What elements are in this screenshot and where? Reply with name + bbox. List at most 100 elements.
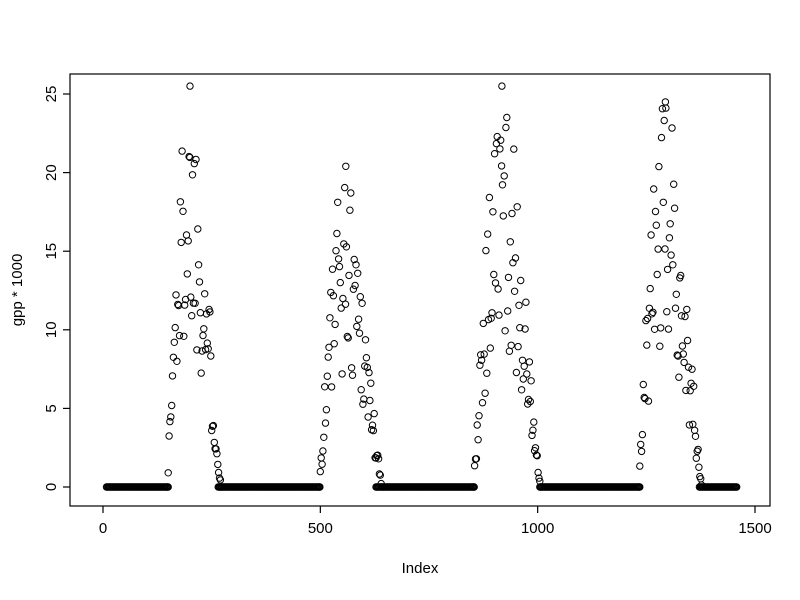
data-point bbox=[487, 314, 495, 322]
data-point bbox=[497, 162, 506, 170]
data-point bbox=[165, 432, 173, 440]
data-point bbox=[653, 270, 661, 279]
data-point bbox=[191, 299, 199, 307]
data-point bbox=[691, 432, 700, 440]
data-point bbox=[532, 451, 541, 459]
data-point bbox=[635, 483, 643, 491]
data-point bbox=[353, 322, 361, 331]
data-point bbox=[184, 237, 192, 245]
data-point bbox=[663, 308, 671, 316]
data-point bbox=[529, 426, 537, 434]
data-point bbox=[654, 245, 662, 253]
data-point bbox=[510, 287, 519, 295]
data-point bbox=[214, 468, 223, 477]
data-point bbox=[647, 231, 655, 239]
data-point bbox=[495, 311, 503, 319]
data-point bbox=[341, 183, 349, 192]
data-point bbox=[483, 369, 491, 377]
data-point bbox=[694, 445, 702, 454]
data-point bbox=[330, 340, 338, 348]
data-point bbox=[644, 397, 653, 405]
data-point bbox=[661, 245, 669, 253]
data-point bbox=[522, 298, 530, 306]
data-point bbox=[657, 324, 665, 332]
x-tick-label: 500 bbox=[308, 520, 333, 537]
data-point bbox=[212, 445, 220, 453]
data-point bbox=[367, 379, 375, 387]
data-point bbox=[534, 468, 542, 477]
data-point bbox=[351, 281, 359, 290]
y-axis-label: gpp * 1000 bbox=[9, 254, 26, 327]
data-point bbox=[530, 418, 538, 426]
data-point bbox=[490, 150, 499, 158]
data-point bbox=[496, 145, 504, 153]
data-point bbox=[506, 238, 514, 246]
data-point bbox=[502, 123, 510, 132]
data-point bbox=[670, 180, 678, 188]
data-point bbox=[642, 316, 650, 325]
data-point bbox=[533, 452, 541, 460]
data-point bbox=[521, 325, 529, 333]
data-point bbox=[216, 476, 225, 484]
data-point bbox=[659, 198, 667, 207]
data-point bbox=[324, 353, 332, 361]
data-point bbox=[652, 221, 660, 229]
data-point bbox=[350, 255, 358, 264]
data-point bbox=[329, 292, 338, 300]
data-point bbox=[637, 440, 645, 449]
data-point bbox=[501, 327, 509, 335]
data-point bbox=[475, 412, 483, 420]
data-point bbox=[321, 383, 329, 391]
data-point bbox=[342, 162, 350, 171]
data-point bbox=[677, 312, 686, 320]
data-point bbox=[334, 198, 342, 207]
data-point bbox=[166, 417, 174, 426]
data-point bbox=[364, 413, 372, 421]
data-point bbox=[494, 285, 502, 293]
data-point bbox=[535, 474, 543, 482]
data-point bbox=[358, 299, 366, 307]
data-point bbox=[640, 393, 648, 402]
data-point bbox=[681, 312, 689, 321]
data-point bbox=[489, 208, 497, 216]
data-point bbox=[197, 369, 205, 377]
data-point bbox=[493, 132, 501, 141]
x-tick-label: 1500 bbox=[738, 520, 771, 537]
data-point bbox=[368, 421, 377, 429]
data-point bbox=[498, 82, 506, 90]
data-point bbox=[321, 419, 330, 427]
data-point bbox=[185, 152, 193, 161]
data-point bbox=[648, 310, 656, 318]
data-point bbox=[511, 254, 520, 262]
data-point bbox=[196, 309, 205, 317]
data-point bbox=[666, 220, 674, 228]
data-point bbox=[695, 463, 703, 471]
data-point bbox=[357, 386, 365, 394]
data-point bbox=[682, 386, 690, 395]
data-point bbox=[488, 309, 496, 317]
data-point bbox=[517, 386, 526, 394]
plot-box bbox=[69, 73, 771, 507]
data-point bbox=[355, 329, 364, 337]
data-point bbox=[664, 325, 673, 333]
data-point bbox=[359, 400, 367, 408]
data-point bbox=[516, 324, 524, 332]
data-point bbox=[478, 399, 487, 407]
data-point bbox=[525, 358, 534, 366]
data-point bbox=[507, 341, 515, 349]
data-point bbox=[213, 450, 221, 458]
data-point bbox=[341, 300, 350, 308]
data-point bbox=[348, 371, 357, 379]
data-point bbox=[527, 377, 535, 385]
data-point bbox=[643, 341, 651, 349]
data-point bbox=[486, 344, 494, 352]
data-point bbox=[499, 212, 507, 220]
data-point bbox=[697, 475, 705, 483]
data-point bbox=[655, 162, 663, 171]
data-point bbox=[672, 290, 680, 298]
data-point bbox=[204, 345, 212, 353]
data-point bbox=[317, 454, 325, 462]
data-point bbox=[183, 270, 192, 278]
data-point bbox=[169, 353, 178, 361]
data-point bbox=[477, 351, 485, 359]
